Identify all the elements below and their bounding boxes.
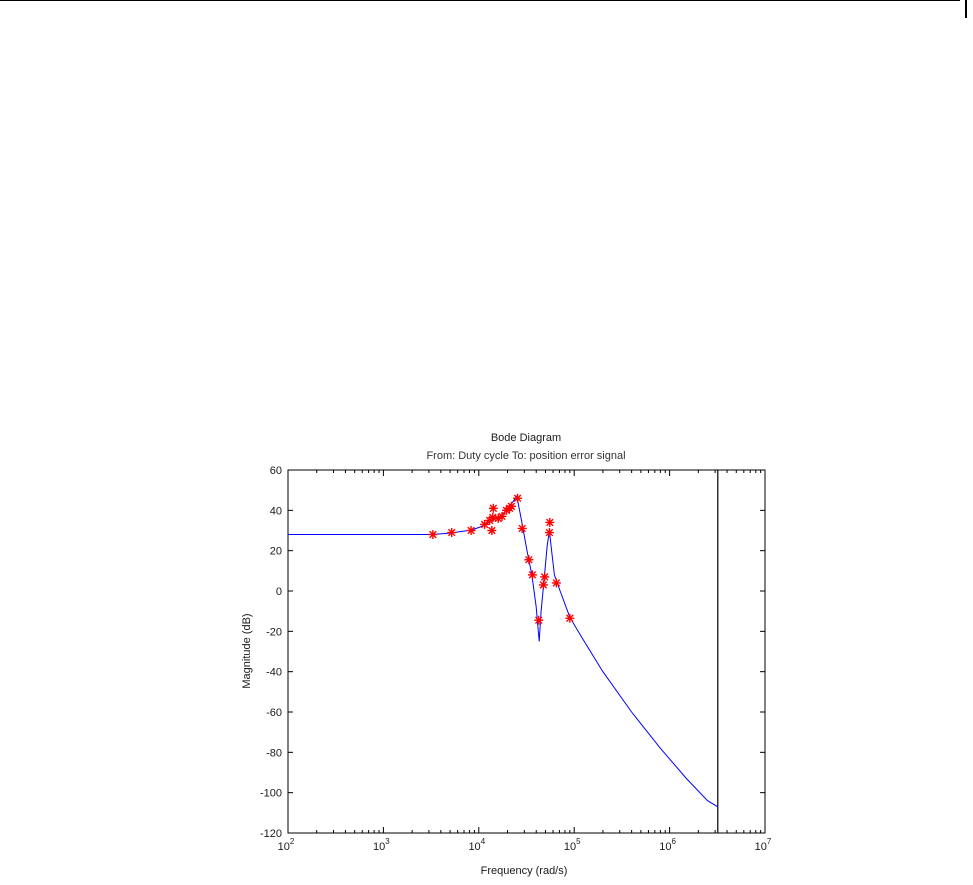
y-axis-ticks: 60 40 20 0 -20 -40 -60 -80 -100 -120	[260, 465, 765, 840]
top-border-line	[0, 0, 960, 1]
measured-point-stroke	[525, 555, 533, 564]
measured-point	[524, 555, 534, 565]
y-tick-label: 40	[270, 505, 282, 517]
measured-point-stroke	[540, 573, 549, 581]
y-tick-label: 20	[270, 546, 282, 558]
plot-area-frame	[287, 469, 766, 834]
y-tick-label: -120	[260, 828, 282, 840]
model-magnitude-line	[288, 494, 719, 808]
y-axis-label: Magnitude (dB)	[241, 613, 253, 688]
measured-point	[480, 519, 490, 529]
measured-point	[545, 517, 555, 527]
measured-point	[488, 503, 498, 513]
y-tick-label: -60	[266, 707, 282, 719]
y-tick-label: 60	[270, 465, 282, 477]
x-tick-label: 105	[564, 837, 581, 853]
measured-point-stroke	[552, 579, 561, 587]
y-tick-label: -80	[266, 747, 282, 759]
x-tick-label: 107	[755, 837, 772, 853]
x-tick-label: 106	[659, 837, 676, 853]
x-tick-label-exponent: 3	[385, 837, 390, 846]
x-tick-label-exponent: 2	[290, 837, 295, 846]
series-layer	[288, 470, 719, 833]
x-tick-label-exponent: 4	[481, 837, 486, 846]
x-tick-label-base: 10	[468, 841, 480, 853]
measured-point	[534, 615, 544, 625]
chart-subtitle: From: Duty cycle To: position error sign…	[426, 450, 625, 462]
x-tick-label: 102	[278, 837, 295, 853]
x-axis-label: Frequency (rad/s)	[481, 865, 568, 877]
measured-point-stroke	[507, 502, 516, 511]
x-tick-label-exponent: 5	[576, 837, 581, 846]
x-tick-label-base: 10	[564, 841, 576, 853]
measured-point-stroke	[480, 520, 489, 529]
measured-point-stroke	[546, 518, 554, 527]
x-tick-label-base: 10	[278, 841, 290, 853]
measured-point-stroke	[518, 524, 526, 533]
y-tick-label: 0	[276, 586, 282, 598]
y-tick-label: -20	[266, 626, 282, 638]
measured-point	[551, 578, 561, 588]
x-tick-label-exponent: 7	[767, 837, 772, 846]
x-tick-label-base: 10	[373, 841, 385, 853]
measured-point-stroke	[447, 528, 456, 537]
x-tick-label: 103	[373, 837, 390, 853]
measured-point	[506, 501, 516, 511]
measured-point-stroke	[498, 512, 506, 521]
x-tick-label-base: 10	[659, 841, 671, 853]
measured-point	[428, 530, 438, 540]
measured-point	[513, 493, 523, 503]
y-tick-label: -100	[260, 788, 282, 800]
measured-point-stroke	[528, 571, 537, 579]
measured-point-stroke	[513, 494, 522, 503]
measured-point-stroke	[539, 581, 548, 589]
measured-point	[538, 580, 548, 590]
measured-point-stroke	[467, 526, 475, 535]
measured-point-stroke	[566, 614, 574, 623]
measured-point	[565, 613, 575, 623]
measured-point	[544, 528, 554, 538]
measured-point-stroke	[545, 528, 554, 537]
x-tick-label: 104	[468, 837, 485, 853]
x-tick-label-exponent: 6	[671, 837, 676, 846]
measured-point	[517, 523, 527, 533]
measured-point	[497, 511, 507, 521]
chart-title: Bode Diagram	[491, 432, 561, 444]
measured-point	[487, 526, 497, 535]
x-tick-label-base: 10	[755, 841, 767, 853]
top-border-tick	[965, 0, 967, 18]
measured-point	[527, 570, 537, 580]
measured-point	[540, 572, 550, 582]
measured-point-stroke	[534, 616, 543, 625]
measured-point	[447, 528, 457, 538]
measured-point-stroke	[488, 526, 496, 535]
y-tick-label: -40	[266, 667, 282, 679]
measured-point-stroke	[429, 530, 437, 539]
measured-point	[466, 526, 476, 535]
measured-point-stroke	[489, 504, 498, 513]
x-axis-ticks: 102 103 104 105 106 107	[278, 470, 772, 853]
